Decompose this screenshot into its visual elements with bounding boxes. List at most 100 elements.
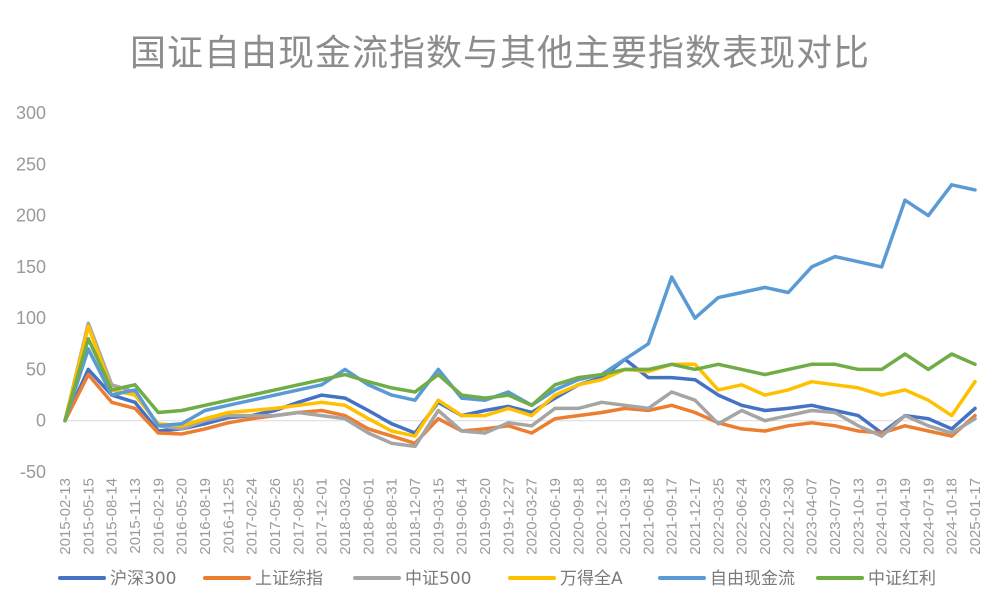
data-point (926, 417, 930, 421)
data-point (880, 265, 884, 269)
data-point (950, 413, 954, 418)
data-point (856, 429, 860, 433)
data-point (250, 393, 254, 397)
data-point (226, 398, 230, 402)
data-point (483, 431, 487, 435)
x-tick-label: 2015-08-14 (104, 478, 121, 555)
y-tick-label: 200 (16, 206, 46, 226)
data-point (646, 342, 650, 346)
data-point (693, 316, 697, 320)
data-point (973, 188, 977, 192)
data-point (553, 406, 557, 411)
data-point (343, 396, 347, 400)
data-point (320, 408, 324, 413)
legend-label: 中证红利 (868, 569, 936, 589)
x-tick-label: 2018-03-02 (337, 478, 354, 555)
data-point (833, 383, 837, 387)
data-point (483, 413, 487, 418)
y-tick-label: 100 (16, 308, 46, 328)
y-tick-label: -50 (20, 462, 46, 482)
legend-label: 上证综指 (255, 569, 323, 589)
data-point (856, 386, 860, 390)
data-point (740, 367, 744, 372)
data-point (693, 362, 697, 366)
data-point (413, 434, 417, 438)
data-point (203, 427, 207, 431)
x-tick-label: 2016-11-25 (220, 478, 237, 554)
data-point (86, 321, 90, 325)
data-point (460, 429, 464, 433)
data-point (86, 367, 90, 372)
data-point (973, 406, 977, 411)
x-tick-label: 2023-04-07 (804, 478, 821, 555)
data-point (553, 417, 557, 421)
data-point (156, 431, 160, 435)
data-point (343, 367, 347, 372)
data-point (926, 429, 930, 433)
data-point (623, 403, 627, 407)
data-point (763, 393, 767, 397)
data-point (576, 406, 580, 411)
data-point (623, 367, 627, 372)
data-point (296, 410, 300, 415)
data-point (86, 347, 90, 351)
data-point (366, 408, 370, 413)
data-point (973, 380, 977, 384)
data-point (810, 265, 814, 269)
data-point (903, 413, 907, 418)
data-point (296, 383, 300, 387)
data-point (716, 422, 720, 426)
x-tick-label: 2016-08-19 (197, 478, 214, 555)
y-tick-label: 50 (26, 359, 46, 379)
data-point (390, 393, 394, 397)
data-point (506, 390, 510, 394)
data-point (553, 388, 557, 392)
y-tick-label: 300 (16, 103, 46, 123)
data-point (950, 352, 954, 356)
data-point (133, 383, 137, 387)
x-tick-label: 2024-10-18 (944, 478, 961, 555)
data-point (763, 419, 767, 423)
data-point (763, 285, 767, 289)
x-tick-label: 2015-05-15 (80, 478, 97, 555)
data-point (320, 378, 324, 382)
data-point (320, 413, 324, 418)
data-point (506, 393, 510, 397)
data-point (250, 398, 254, 402)
data-point (670, 390, 674, 394)
x-tick-label: 2019-09-20 (477, 478, 494, 555)
data-point (950, 427, 954, 431)
x-tick-label: 2018-12-07 (407, 478, 424, 555)
x-tick-label: 2019-12-27 (500, 478, 517, 555)
data-point (273, 413, 277, 418)
data-point (250, 413, 254, 418)
data-point (63, 419, 67, 423)
data-point (740, 383, 744, 387)
data-point (226, 403, 230, 407)
data-point (320, 400, 324, 404)
data-point (693, 398, 697, 402)
data-point (716, 393, 720, 397)
data-point (600, 400, 604, 404)
data-point (180, 432, 184, 436)
legend-label: 自由现金流 (710, 569, 795, 589)
x-tick-label: 2021-06-18 (640, 478, 657, 555)
x-tick-label: 2021-12-17 (687, 478, 704, 555)
data-point (530, 413, 534, 418)
data-point (810, 380, 814, 384)
data-point (786, 290, 790, 295)
data-point (576, 413, 580, 418)
data-point (973, 362, 977, 366)
data-point (366, 431, 370, 435)
y-tick-label: 150 (16, 257, 46, 277)
data-point (646, 376, 650, 380)
data-point (296, 403, 300, 407)
data-point (833, 410, 837, 415)
data-point (203, 408, 207, 413)
data-point (413, 398, 417, 402)
data-point (180, 427, 184, 431)
data-point (343, 417, 347, 421)
x-tick-label: 2015-02-13 (57, 478, 74, 555)
data-point (950, 431, 954, 435)
legend-label: 万得全A (560, 569, 623, 589)
